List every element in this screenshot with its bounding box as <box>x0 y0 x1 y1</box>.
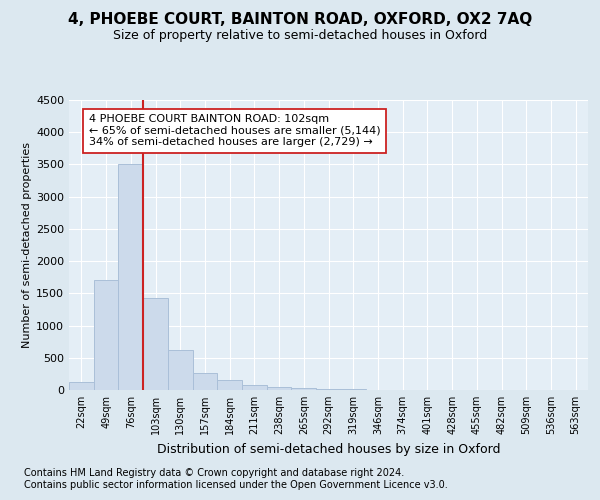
Bar <box>118 164 143 390</box>
X-axis label: Distribution of semi-detached houses by size in Oxford: Distribution of semi-detached houses by … <box>157 442 500 456</box>
Text: 4, PHOEBE COURT, BAINTON ROAD, OXFORD, OX2 7AQ: 4, PHOEBE COURT, BAINTON ROAD, OXFORD, O… <box>68 12 532 28</box>
Text: Contains public sector information licensed under the Open Government Licence v3: Contains public sector information licen… <box>24 480 448 490</box>
Bar <box>69 382 94 390</box>
Bar <box>168 350 193 390</box>
Text: 4 PHOEBE COURT BAINTON ROAD: 102sqm
← 65% of semi-detached houses are smaller (5: 4 PHOEBE COURT BAINTON ROAD: 102sqm ← 65… <box>89 114 380 148</box>
Bar <box>143 298 168 390</box>
Bar <box>217 380 242 390</box>
Text: Contains HM Land Registry data © Crown copyright and database right 2024.: Contains HM Land Registry data © Crown c… <box>24 468 404 477</box>
Text: Size of property relative to semi-detached houses in Oxford: Size of property relative to semi-detach… <box>113 29 487 42</box>
Bar <box>267 387 292 390</box>
Bar <box>94 280 118 390</box>
Bar <box>193 372 217 390</box>
Y-axis label: Number of semi-detached properties: Number of semi-detached properties <box>22 142 32 348</box>
Bar <box>242 385 267 390</box>
Bar <box>292 388 316 390</box>
